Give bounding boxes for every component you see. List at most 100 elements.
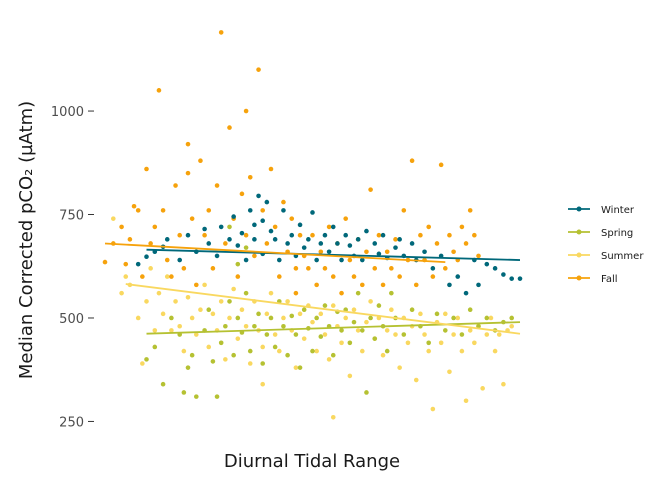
data-point-fall (198, 158, 203, 164)
data-point-spring (467, 307, 473, 313)
data-point-fall (223, 241, 228, 246)
data-point-winter (335, 241, 340, 246)
data-point-winter (252, 222, 257, 228)
data-point-fall (401, 208, 407, 213)
data-point-summer (355, 328, 361, 333)
legend-swatch-dot (576, 229, 582, 235)
data-point-fall (426, 224, 432, 230)
data-point-spring (476, 323, 481, 329)
data-point-summer (472, 340, 477, 346)
data-point-spring (206, 307, 212, 313)
y-tick-label: 750 (59, 209, 84, 224)
data-point-summer (463, 398, 469, 404)
data-point-summer (459, 348, 465, 354)
data-point-spring (227, 224, 232, 230)
data-point-spring (235, 315, 241, 321)
data-point-spring (376, 303, 382, 308)
data-point-summer (339, 340, 344, 346)
data-point-summer (218, 299, 224, 304)
data-point-fall (347, 257, 353, 263)
data-point-fall (397, 274, 402, 279)
data-point-summer (351, 307, 357, 313)
data-point-fall (289, 216, 295, 221)
data-point-winter (318, 241, 324, 246)
data-point-spring (339, 328, 344, 333)
data-point-summer (405, 340, 411, 346)
data-point-fall (413, 282, 419, 288)
data-point-winter (285, 241, 290, 246)
data-point-fall (160, 208, 166, 213)
data-point-summer (484, 332, 490, 337)
data-point-spring (351, 319, 357, 325)
data-point-spring (330, 352, 336, 358)
data-point-spring (185, 365, 191, 370)
data-point-summer (231, 286, 236, 292)
data-point-spring (384, 348, 390, 354)
legend-label-summer: Summer (601, 251, 644, 262)
data-point-spring (243, 245, 249, 250)
data-point-fall (434, 241, 440, 246)
data-point-winter (235, 243, 241, 248)
data-point-winter (355, 237, 361, 242)
data-point-spring (260, 361, 266, 366)
data-point-winter (484, 261, 490, 267)
data-point-spring (189, 352, 195, 358)
data-point-winter (281, 208, 286, 213)
data-point-fall (210, 266, 216, 271)
data-point-summer (380, 352, 386, 358)
data-point-spring (434, 311, 440, 317)
data-point-fall (247, 174, 253, 180)
data-point-fall (164, 257, 170, 263)
data-point-fall (239, 191, 245, 197)
data-point-fall (393, 237, 398, 242)
data-point-summer (501, 381, 506, 387)
data-point-summer (169, 328, 174, 333)
data-points (102, 30, 523, 420)
data-point-summer (285, 299, 290, 304)
y-tick-label: 250 (59, 415, 84, 430)
data-point-winter (339, 257, 344, 263)
data-point-spring (256, 311, 261, 317)
data-point-summer (492, 348, 498, 354)
data-point-spring (243, 290, 249, 296)
data-point-summer (185, 294, 191, 300)
data-point-winter (364, 228, 369, 234)
data-point-summer (293, 365, 299, 370)
data-point-summer (198, 307, 203, 313)
data-point-spring (272, 344, 278, 350)
data-point-winter (227, 237, 232, 242)
data-point-summer (123, 274, 129, 279)
data-point-summer (430, 406, 436, 412)
data-point-summer (426, 348, 432, 354)
data-point-fall (252, 253, 257, 259)
data-point-spring (364, 390, 369, 395)
data-point-fall (384, 249, 390, 255)
data-point-fall (102, 259, 108, 265)
data-point-spring (360, 328, 365, 333)
data-point-fall (343, 216, 349, 221)
data-point-spring (169, 315, 174, 321)
data-point-spring (231, 352, 236, 358)
data-point-fall (418, 232, 423, 238)
data-point-fall (189, 216, 195, 221)
data-point-summer (330, 303, 336, 308)
data-point-winter (297, 222, 303, 228)
data-point-winter (360, 257, 365, 263)
data-point-winter (247, 208, 253, 213)
data-point-winter (501, 272, 506, 277)
data-point-spring (218, 340, 224, 346)
data-point-summer (451, 332, 456, 337)
data-point-summer (227, 315, 232, 321)
data-point-fall (389, 266, 394, 271)
data-point-spring (426, 340, 432, 346)
data-point-spring (389, 290, 394, 296)
data-point-fall (243, 108, 249, 114)
data-point-fall (306, 266, 311, 271)
data-point-fall (310, 232, 315, 238)
data-point-summer (281, 315, 286, 321)
data-point-winter (256, 193, 261, 199)
data-point-fall (297, 232, 303, 238)
data-point-summer (467, 328, 473, 333)
data-point-summer (277, 348, 282, 354)
data-point-fall (127, 237, 133, 242)
